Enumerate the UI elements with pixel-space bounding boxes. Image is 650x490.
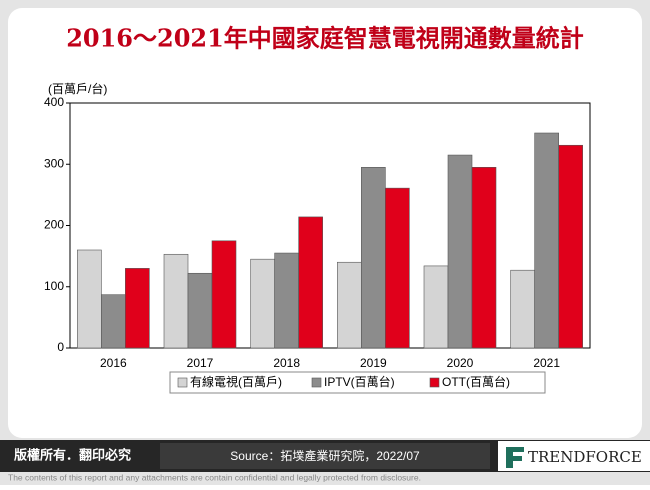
x-tick-label: 2018 xyxy=(273,356,300,370)
bar xyxy=(211,240,237,349)
legend xyxy=(169,371,546,394)
source-box xyxy=(160,443,490,469)
bar xyxy=(125,268,150,349)
legend-swatch xyxy=(429,377,440,388)
y-tick-label: 300 xyxy=(44,156,64,170)
y-tick-label: 400 xyxy=(44,95,64,109)
bar xyxy=(558,144,583,349)
bar xyxy=(298,216,323,349)
x-tick-label: 2017 xyxy=(187,356,214,370)
y-tick-label: 0 xyxy=(57,340,64,354)
disclaimer: The contents of this report and any atta… xyxy=(8,472,421,482)
bar xyxy=(337,261,362,349)
bar xyxy=(187,272,213,349)
bar xyxy=(274,252,299,349)
logo-icon xyxy=(506,447,524,468)
legend-swatch xyxy=(177,377,188,388)
bar xyxy=(250,258,275,349)
logo-text: TRENDFORCE xyxy=(528,448,642,466)
bar xyxy=(471,167,497,349)
logo-box xyxy=(498,441,650,471)
legend-label: 有線電視(百萬戶) xyxy=(190,374,282,389)
source: Source：拓墣產業研究院，2022/07 xyxy=(230,448,420,463)
chart-title: 2016～2021年中國家庭智慧電視開通數量統計 xyxy=(66,24,584,53)
x-tick-label: 2016 xyxy=(100,356,127,370)
bar xyxy=(447,154,473,349)
bar xyxy=(163,253,189,349)
x-tick-label: 2019 xyxy=(360,356,387,370)
bar xyxy=(510,269,535,349)
legend-swatch xyxy=(311,377,322,388)
y-tick-label: 100 xyxy=(44,279,64,293)
rights: 版權所有．翻印必究 xyxy=(14,447,131,462)
x-tick-label: 2020 xyxy=(447,356,474,370)
bar xyxy=(361,167,386,349)
y-tick-label: 200 xyxy=(44,218,64,232)
y-axis-label: (百萬戶/台) xyxy=(48,81,107,96)
x-tick-label: 2021 xyxy=(533,356,560,370)
bar xyxy=(385,187,410,349)
bar xyxy=(423,265,449,349)
bar xyxy=(534,132,559,349)
legend-label: IPTV(百萬台) xyxy=(324,374,395,389)
bar xyxy=(77,249,102,349)
legend-label: OTT(百萬台) xyxy=(442,374,510,389)
bar xyxy=(101,294,126,349)
